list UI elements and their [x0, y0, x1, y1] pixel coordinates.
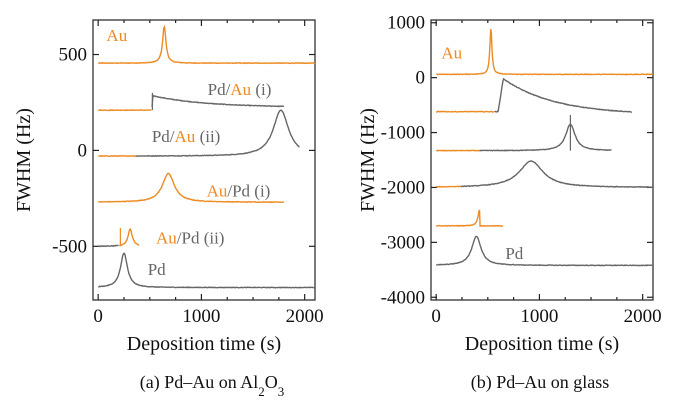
x-tick-label: 2000 [286, 306, 324, 327]
series-line [119, 228, 140, 247]
chart-panel-a: 0 1000 2000 -500 0 500 Deposition time (s) FWHM… [13, 19, 324, 399]
x-axis-title: Deposition time (s) [465, 333, 619, 355]
series-label-part: (ii) [195, 127, 220, 146]
caption-part: O [265, 372, 278, 392]
series-label-part: /Pd (i) [227, 181, 270, 200]
y-tick-label: -1000 [381, 123, 425, 144]
y-tick-label: 1000 [387, 13, 425, 34]
series-line [494, 77, 632, 113]
series-label-part: Au [441, 43, 462, 62]
series-label-part: Au [207, 181, 228, 200]
y-tick-label: -500 [52, 236, 87, 257]
series-label: Pd/Au (i) [208, 80, 272, 99]
series-line [98, 252, 316, 289]
y-tick-label: -4000 [381, 287, 425, 308]
series-label: Pd [148, 260, 166, 279]
plot-frame [430, 19, 654, 301]
series-label-part: Au [175, 127, 196, 146]
caption-part: (a) Pd–Au on Al [140, 372, 259, 393]
y-tick-label: -2000 [381, 177, 425, 198]
x-tick-label: 0 [93, 306, 103, 327]
series-label: Au [441, 43, 462, 62]
caption-part: (b) Pd–Au on glass [471, 372, 610, 393]
series-line-start [435, 110, 494, 113]
series-label-part: Au [156, 228, 177, 247]
chart-panel-b: 0 1000 2000 -4000 -3000 -2000 -1000 0 1000 Deposi… [357, 13, 662, 393]
y-axis-title: FWHM (Hz) [13, 108, 35, 212]
series-line [97, 24, 316, 65]
series-line [460, 160, 654, 189]
x-tick-label: 1000 [182, 306, 220, 327]
series-label-part: Au [106, 26, 127, 45]
y-tick-label: 0 [78, 140, 88, 161]
series-label: Pd/Au (ii) [152, 127, 221, 146]
series-label-part: (i) [251, 80, 271, 99]
series-line [435, 235, 654, 267]
series-label: Au/Pd (i) [207, 181, 271, 200]
series-label: Au [106, 26, 127, 45]
caption-part: 3 [278, 384, 285, 399]
plot-frame [92, 19, 316, 301]
y-tick-label: -3000 [381, 232, 425, 253]
x-tick-label: 0 [431, 306, 441, 327]
series-label-part: Pd [505, 244, 523, 263]
x-axis-title: Deposition time (s) [127, 333, 281, 355]
series-line [479, 123, 612, 152]
panel-caption: (a) Pd–Au on Al2O3 [140, 372, 285, 399]
series-label-part: Pd/ [152, 127, 175, 146]
series-line-start [436, 149, 480, 152]
caption-part: 2 [258, 384, 265, 399]
series-line-start [435, 185, 462, 188]
y-axis-title: FWHM (Hz) [357, 108, 379, 212]
series-line [151, 94, 285, 108]
series-line [436, 209, 504, 227]
series-label-part: Pd [148, 260, 166, 279]
series-label: Pd [505, 244, 523, 263]
series-label: Au/Pd (ii) [156, 228, 224, 247]
series-label-part: Au [230, 80, 251, 99]
series-label-part: /Pd (ii) [177, 228, 225, 247]
y-tick-label: 500 [59, 45, 88, 66]
x-tick-label: 2000 [624, 306, 662, 327]
y-tick-label: 0 [416, 68, 426, 89]
series-label-part: Pd/ [208, 80, 231, 99]
series-line [436, 28, 654, 76]
series-line [135, 109, 300, 158]
panel-caption: (b) Pd–Au on glass [471, 372, 610, 393]
series-line-start [98, 244, 119, 248]
series-line [98, 172, 285, 204]
x-tick-label: 1000 [520, 306, 558, 327]
series-line-start [98, 154, 136, 158]
series-line-start [98, 109, 152, 112]
